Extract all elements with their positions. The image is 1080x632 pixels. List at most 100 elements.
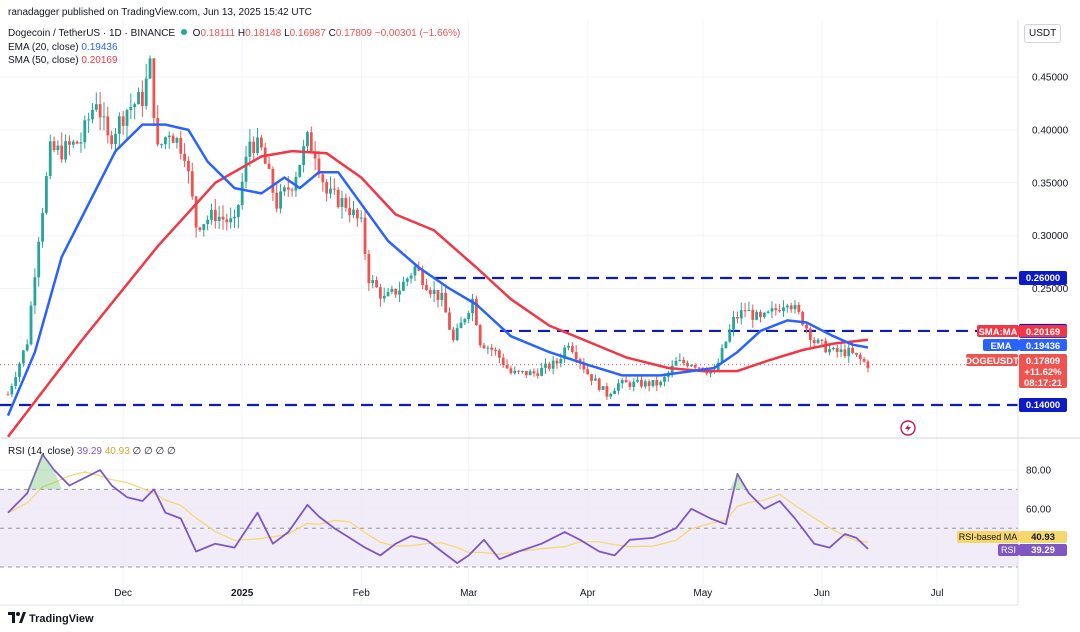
candle-body bbox=[194, 196, 198, 228]
candle-body bbox=[283, 187, 286, 192]
time-tick-label: Apr bbox=[580, 588, 596, 599]
candle-body bbox=[110, 135, 114, 145]
rsi-tick-label: 80.00 bbox=[1026, 466, 1051, 477]
candle-body bbox=[620, 380, 624, 384]
candle-body bbox=[252, 141, 256, 154]
ema-label-badge-bg bbox=[983, 339, 1019, 351]
candle-body bbox=[570, 345, 574, 353]
candle-body bbox=[290, 189, 294, 191]
candle-body bbox=[48, 141, 52, 177]
candle-body bbox=[325, 182, 329, 194]
candle-body bbox=[367, 254, 371, 284]
candle-body bbox=[37, 241, 41, 278]
candle-body bbox=[306, 132, 309, 147]
candle-body bbox=[183, 153, 186, 161]
candle-body bbox=[505, 365, 509, 369]
candle-body bbox=[762, 312, 766, 318]
candle-body bbox=[271, 168, 275, 193]
rsi-legend[interactable]: RSI (14, close) 39.29 40.93 ∅ ∅ ∅ ∅ bbox=[8, 446, 176, 457]
candle-body bbox=[94, 104, 98, 110]
candle-body bbox=[812, 339, 816, 344]
currency-button[interactable]: USDT bbox=[1024, 24, 1062, 43]
candle-body bbox=[390, 288, 394, 292]
candle-body bbox=[117, 116, 121, 134]
rsi-tick-label: 60.00 bbox=[1026, 504, 1051, 515]
low-value: 0.16987 bbox=[289, 28, 326, 39]
price-axis[interactable]: 0.45000 0.40000 0.35000 0.30000 0.25000 bbox=[1032, 73, 1069, 296]
candle-body bbox=[624, 380, 628, 383]
candle-body bbox=[693, 365, 697, 368]
candle-body bbox=[593, 378, 597, 381]
candle-body bbox=[164, 137, 167, 145]
candle-body bbox=[432, 289, 436, 295]
candle-body bbox=[121, 116, 125, 126]
candle-body bbox=[6, 394, 10, 396]
candle-body bbox=[640, 379, 643, 387]
ema-legend[interactable]: EMA (20, close) 0.19436 bbox=[8, 42, 118, 53]
candle-body bbox=[628, 382, 632, 387]
candle-body bbox=[559, 358, 563, 364]
candle-body bbox=[736, 316, 739, 319]
candle-body bbox=[839, 349, 843, 352]
candle-body bbox=[248, 141, 252, 157]
candle-body bbox=[582, 362, 586, 370]
candle-body bbox=[267, 163, 271, 169]
candle-body bbox=[832, 347, 835, 350]
sma-value-badge-bg bbox=[1019, 325, 1067, 337]
candle-body bbox=[682, 359, 686, 363]
lightning-icon[interactable] bbox=[900, 420, 916, 436]
candle-body bbox=[179, 137, 183, 154]
time-tick-label: May bbox=[693, 588, 712, 599]
candle-body bbox=[647, 381, 651, 386]
candle-body bbox=[340, 197, 344, 208]
symbol-title[interactable]: Dogecoin / TetherUS · 1D · BINANCE bbox=[8, 28, 176, 39]
candle-body bbox=[759, 312, 762, 318]
candle-body bbox=[743, 310, 747, 312]
candle-body bbox=[344, 197, 348, 208]
candle-body bbox=[33, 277, 37, 306]
candle-body bbox=[474, 298, 478, 326]
sma-label-badge-bg bbox=[977, 325, 1019, 337]
candle-body bbox=[125, 110, 129, 126]
candle-body bbox=[482, 345, 486, 349]
candle-body bbox=[513, 370, 517, 374]
candle-body bbox=[106, 116, 110, 136]
candle-body bbox=[847, 347, 851, 357]
level-026-badge-bg bbox=[1019, 271, 1067, 286]
sma-label-badge-text: SMA:MA bbox=[978, 327, 1017, 338]
candle-body bbox=[498, 350, 501, 358]
rsi-overbought-fill bbox=[27, 454, 62, 490]
level-026-badge-text: 0.26000 bbox=[1026, 273, 1060, 284]
candle-body bbox=[394, 288, 398, 295]
candle-body bbox=[332, 188, 336, 190]
symbol-label-badge-text: DOGEUSDT bbox=[965, 356, 1019, 367]
rsi-legend-placeholders: ∅ ∅ ∅ ∅ bbox=[132, 446, 176, 457]
candle-body bbox=[233, 217, 236, 219]
candle-body bbox=[229, 218, 233, 223]
change-value: −0.00301 (−1.66%) bbox=[374, 28, 461, 39]
tradingview-logo[interactable]: TradingView bbox=[8, 612, 94, 625]
ema-value-badge-text: 0.19436 bbox=[1026, 341, 1060, 352]
high-label: H bbox=[237, 28, 246, 39]
candle-body bbox=[91, 109, 94, 120]
candle-body bbox=[309, 132, 313, 152]
candle-body bbox=[60, 145, 64, 160]
candle-body bbox=[375, 280, 378, 288]
candle-body bbox=[21, 350, 25, 364]
candle-body bbox=[494, 349, 497, 351]
candle-body bbox=[98, 104, 102, 118]
candle-body bbox=[636, 379, 640, 382]
price-badges: 0.260000.210000.14000SMA:MA0.20169EMA0.1… bbox=[957, 271, 1067, 556]
candle-body bbox=[808, 328, 812, 340]
candle-body bbox=[286, 187, 290, 190]
candle-body bbox=[87, 119, 91, 121]
sma-legend[interactable]: SMA (50, close) 0.20169 bbox=[8, 55, 118, 66]
rsi-axis[interactable]: 80.00 60.00 bbox=[1026, 466, 1051, 516]
time-axis[interactable]: Dec 2025 Feb Mar Apr May Jun Jul bbox=[114, 588, 943, 599]
candle-body bbox=[778, 310, 782, 312]
candle-body bbox=[160, 144, 163, 146]
candle-body bbox=[221, 216, 225, 220]
candle-body bbox=[816, 339, 820, 344]
candle-body bbox=[133, 104, 137, 108]
